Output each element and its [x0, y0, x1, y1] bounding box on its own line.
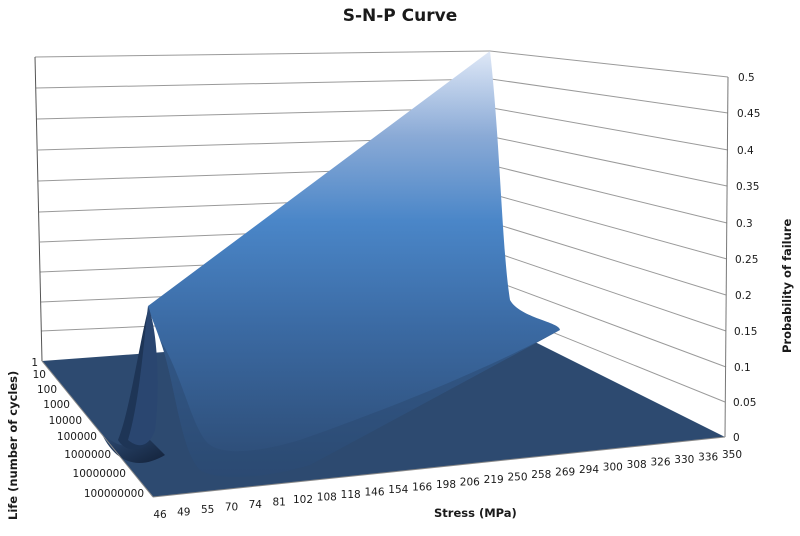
svg-text:10: 10 — [33, 369, 46, 381]
svg-text:0.5: 0.5 — [738, 72, 755, 84]
svg-text:0.25: 0.25 — [735, 254, 758, 266]
svg-text:0.4: 0.4 — [737, 145, 754, 157]
x-tick-label: 294 — [579, 464, 599, 476]
x-tick-label: 219 — [484, 474, 504, 486]
x-tick-label: 258 — [531, 469, 551, 481]
x-tick-label: 146 — [364, 487, 384, 499]
x-tick-label: 49 — [177, 507, 190, 519]
svg-text:100000000: 100000000 — [84, 488, 144, 500]
x-tick-label: 330 — [674, 454, 694, 466]
svg-text:100: 100 — [37, 384, 57, 396]
x-tick-label: 350 — [722, 449, 742, 461]
x-tick-label: 102 — [293, 494, 313, 506]
svg-text:0.15: 0.15 — [734, 326, 757, 338]
x-axis-title: Stress (MPa) — [434, 506, 517, 520]
x-tick-label: 46 — [153, 509, 167, 521]
svg-text:1000: 1000 — [43, 399, 70, 411]
x-tick-label: 166 — [412, 482, 432, 494]
x-tick-label: 269 — [555, 467, 575, 479]
svg-text:1000000: 1000000 — [64, 449, 111, 461]
x-tick-label: 154 — [388, 484, 408, 496]
x-tick-label: 108 — [317, 492, 337, 504]
svg-text:0: 0 — [733, 432, 740, 444]
x-tick-label: 250 — [507, 472, 527, 484]
x-tick-label: 326 — [650, 457, 670, 469]
svg-text:10000000: 10000000 — [73, 468, 126, 480]
surface-ridge-front — [148, 51, 560, 477]
x-tick-label: 55 — [201, 504, 214, 516]
svg-text:0.05: 0.05 — [733, 397, 756, 409]
x-tick-label: 118 — [341, 489, 361, 501]
svg-text:0.1: 0.1 — [734, 362, 751, 374]
y-axis-ticks: 1 10 100 1000 10000 100000 1000000 10000… — [31, 357, 144, 500]
y-axis-title: Life (number of cycles) — [6, 371, 20, 520]
svg-text:0.2: 0.2 — [735, 290, 752, 302]
x-tick-label: 308 — [627, 459, 647, 471]
svg-text:100000: 100000 — [57, 431, 97, 443]
svg-text:0.35: 0.35 — [736, 181, 759, 193]
x-tick-label: 206 — [460, 477, 480, 489]
x-axis-ticks: 46 49 55 70 74 81 102 108 118 146 154 166 198 206 219 2… — [153, 449, 742, 521]
z-axis-ticks: 0.5 0.45 0.4 0.35 0.3 0.25 0.2 0.15 0.1 … — [733, 72, 760, 444]
svg-text:10000: 10000 — [49, 415, 82, 427]
x-tick-label: 336 — [698, 452, 718, 464]
svg-text:0.45: 0.45 — [737, 108, 760, 120]
side-wall-gridlines — [489, 50, 729, 403]
svg-text:1: 1 — [31, 357, 38, 369]
x-tick-label: 81 — [273, 497, 286, 509]
x-tick-label: 70 — [225, 502, 238, 514]
x-tick-label: 198 — [436, 479, 456, 491]
z-axis-title: Probability of failure — [780, 219, 794, 353]
svg-text:0.3: 0.3 — [736, 218, 753, 230]
x-tick-label: 300 — [603, 462, 623, 474]
chart-title: S-N-P Curve — [342, 6, 458, 26]
x-tick-label: 74 — [249, 499, 263, 511]
